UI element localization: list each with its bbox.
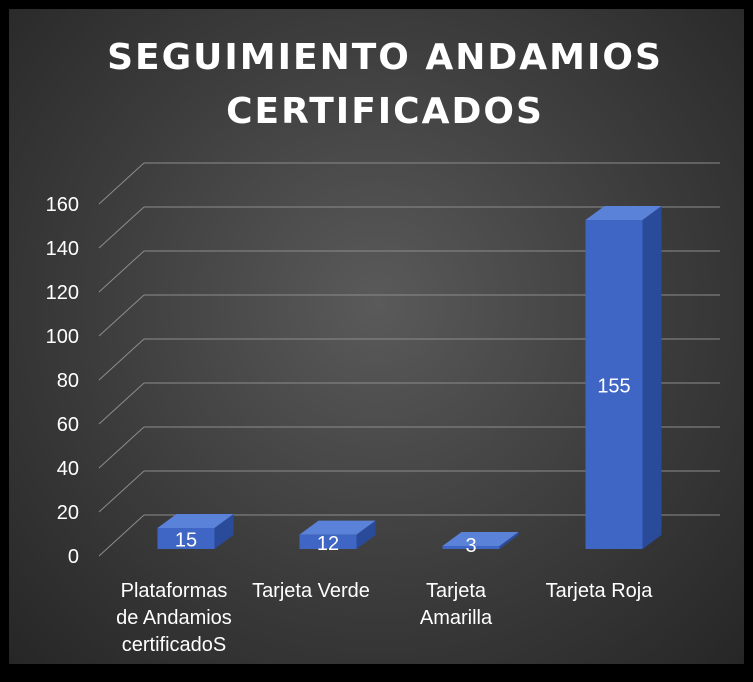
bar-top <box>585 206 662 220</box>
x-category-label-line: Tarjeta Roja <box>546 580 654 602</box>
chart-title-line: CERTIFICADOS <box>226 91 544 132</box>
grid-line-diagonal <box>98 294 145 337</box>
bar-top <box>157 514 234 528</box>
x-category-label-line: Tarjeta <box>426 580 487 602</box>
x-category-label-line: Amarilla <box>420 607 493 629</box>
y-tick-label: 140 <box>46 238 79 260</box>
bar-top <box>299 520 376 535</box>
grid-line-diagonal <box>98 162 145 205</box>
bar: 15 <box>157 514 234 552</box>
y-tick-label: 100 <box>46 326 79 348</box>
grid-line-diagonal <box>98 382 145 425</box>
x-category-label: Tarjeta Amarilla <box>420 580 493 629</box>
x-category-label-line: de Andamios <box>116 607 232 629</box>
bar-value-label: 3 <box>465 535 476 557</box>
x-category-label: Tarjeta Roja <box>546 580 654 602</box>
chart-title-line: SEGUIMIENTO ANDAMIOS <box>107 37 663 78</box>
y-tick-label: 20 <box>57 502 79 524</box>
bar-front <box>299 534 357 549</box>
grid-line-diagonal <box>98 470 145 513</box>
bar: 3 <box>442 532 519 557</box>
bar-value-label: 12 <box>317 533 339 555</box>
grid-line-diagonal <box>98 338 145 381</box>
chart-svg: SEGUIMIENTO ANDAMIOS CERTIFICADOS 0 20 40 60… <box>46 37 720 656</box>
bar-side <box>499 532 519 549</box>
y-tick-label: 160 <box>46 194 79 216</box>
grid-line-diagonal <box>98 514 145 557</box>
y-tick-label: 0 <box>68 546 79 568</box>
x-category-label: Plataformas de Andamios certificadoS <box>116 580 232 656</box>
y-tick-label: 120 <box>46 282 79 304</box>
x-axis-categories: Plataformas de Andamios certificadoS Tarjet… <box>116 580 653 656</box>
bar-side <box>214 514 234 549</box>
bar-front <box>442 546 500 549</box>
x-category-label-line: certificadoS <box>122 634 227 656</box>
bar-front <box>585 220 643 549</box>
bar-side <box>356 520 376 549</box>
x-category-label: Tarjeta Verde <box>252 580 370 602</box>
bar: 12 <box>299 520 376 555</box>
chart-title: SEGUIMIENTO ANDAMIOS CERTIFICADOS <box>107 37 663 132</box>
grid-line-diagonal <box>98 426 145 469</box>
bars: 15 12 3 155 <box>157 206 662 557</box>
grid-line-diagonal <box>98 206 145 249</box>
bar-side <box>642 206 662 549</box>
y-tick-label: 40 <box>57 458 79 480</box>
bar-value-label: 15 <box>175 530 197 552</box>
y-axis-ticks: 0 20 40 60 80 100 120 140 160 <box>46 194 79 568</box>
x-category-label-line: Tarjeta Verde <box>252 580 370 602</box>
bar: 155 <box>585 206 662 549</box>
y-tick-label: 80 <box>57 370 79 392</box>
bar-value-label: 155 <box>597 376 630 398</box>
bar-top <box>442 532 519 546</box>
y-tick-label: 60 <box>57 414 79 436</box>
grid-line-diagonal <box>98 250 145 293</box>
x-category-label-line: Plataformas <box>121 580 228 602</box>
bar-front <box>157 528 215 549</box>
